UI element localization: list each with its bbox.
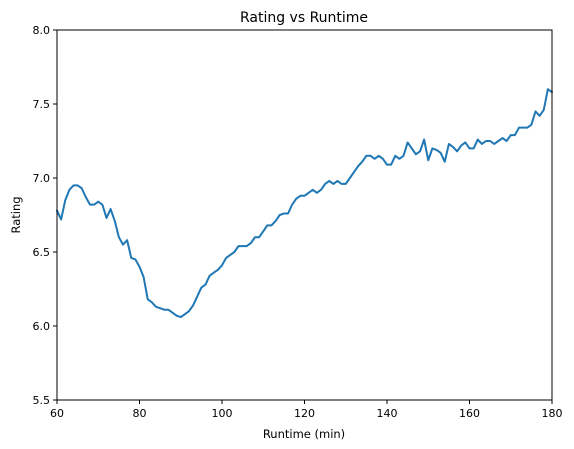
series-line <box>56 88 553 319</box>
x-axis: 60 80 100 120 140 160 180 <box>50 400 563 420</box>
y-axis-label: Rating <box>9 196 23 233</box>
y-tick-label: 6.0 <box>33 320 51 333</box>
x-tick-label: 80 <box>133 407 147 420</box>
y-tick-label: 7.0 <box>33 172 51 185</box>
y-axis: 5.5 6.0 6.5 7.0 7.5 8.0 <box>33 24 57 407</box>
y-tick-label: 8.0 <box>33 24 51 37</box>
y-tick-label: 7.5 <box>33 98 51 111</box>
x-tick-label: 120 <box>294 407 315 420</box>
y-tick-label: 5.5 <box>33 394 51 407</box>
x-tick-label: 160 <box>459 407 480 420</box>
x-tick-label: 60 <box>50 407 64 420</box>
y-tick-label: 6.5 <box>33 246 51 259</box>
x-tick-label: 140 <box>377 407 398 420</box>
x-tick-label: 180 <box>542 407 563 420</box>
x-tick-label: 100 <box>212 407 233 420</box>
plot-frame <box>56 29 553 401</box>
chart-title: Rating vs Runtime <box>240 10 368 26</box>
x-axis-label: Runtime (min) <box>263 427 345 441</box>
